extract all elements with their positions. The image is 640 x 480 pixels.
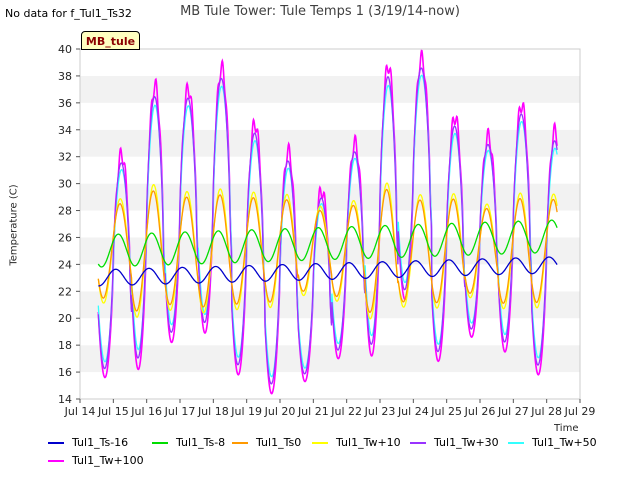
x-tick-label: Jul 25 xyxy=(430,405,462,418)
legend-label: Tul1_Ts-8 xyxy=(176,436,226,449)
legend-swatch xyxy=(312,442,328,444)
legend-entry-tw10: Tul1_Tw+10 xyxy=(312,436,401,449)
grid-band xyxy=(80,318,580,346)
legend-entry-tw30: Tul1_Tw+30 xyxy=(410,436,499,449)
legend-label: Tul1_Ts-16 xyxy=(72,436,129,449)
x-tick-label: Jul 24 xyxy=(397,405,429,418)
series-line-tul1-ts-8 xyxy=(97,219,558,268)
y-tick-label: 16 xyxy=(58,366,72,379)
legend-label: Tul1_Ts0 xyxy=(256,436,302,449)
y-tick-label: 18 xyxy=(58,339,72,352)
legend-swatch xyxy=(48,460,64,462)
y-tick-label: 26 xyxy=(58,231,72,244)
legend-swatch xyxy=(152,442,168,444)
x-tick-label: Jul 17 xyxy=(164,405,196,418)
legend-swatch xyxy=(508,442,524,444)
grid-band xyxy=(80,156,580,184)
x-tick-label: Jul 21 xyxy=(297,405,329,418)
x-axis-label: Time xyxy=(554,423,579,432)
chart-title: MB Tule Tower: Tule Temps 1 (3/19/14-now… xyxy=(180,4,460,19)
y-tick-label: 38 xyxy=(58,70,72,83)
series-line-tul1-ts-16 xyxy=(98,256,558,287)
x-tick-label: Jul 27 xyxy=(497,405,529,418)
x-tick-label: Jul 18 xyxy=(197,405,229,418)
y-tick-label: 24 xyxy=(58,258,72,271)
grid-bands xyxy=(80,49,580,399)
x-tick-label: Jul 14 xyxy=(64,405,96,418)
y-tick-label: 32 xyxy=(58,151,72,164)
x-tick-label: Jul 28 xyxy=(530,405,562,418)
x-tick-label: Jul 15 xyxy=(97,405,129,418)
y-tick-label: 36 xyxy=(58,97,72,110)
y-axis-label: Temperature (C) xyxy=(8,184,20,266)
y-axis: 14 16 18 20 22 24 26 28 30 32 34 36 38 40 xyxy=(58,43,80,406)
y-tick-label: 34 xyxy=(58,124,72,137)
plot-frame xyxy=(79,48,581,400)
legend-label: Tul1_Tw+50 xyxy=(532,436,597,449)
y-tick-label: 40 xyxy=(58,43,72,56)
x-tick-label: Jul 20 xyxy=(264,405,296,418)
series-lines xyxy=(97,49,558,395)
y-tick-label: 28 xyxy=(58,205,72,218)
x-axis: Jul 14 Jul 15 Jul 16 Jul 17 Jul 18 Jul 19 Jul … xyxy=(64,399,596,418)
x-tick-label: Jul 23 xyxy=(364,405,396,418)
x-tick-label: Jul 16 xyxy=(130,405,162,418)
grid-band xyxy=(80,372,580,399)
legend-swatch xyxy=(410,442,426,444)
grid-band xyxy=(80,129,580,157)
legend-entry-ts0: Tul1_Ts0 xyxy=(232,436,301,449)
legend-label: Tul1_Tw+30 xyxy=(434,436,499,449)
legend-label: Tul1_Tw+10 xyxy=(336,436,401,449)
x-tick-label: Jul 19 xyxy=(230,405,262,418)
legend-swatch xyxy=(232,442,248,444)
legend-entry-tw50: Tul1_Tw+50 xyxy=(508,436,597,449)
y-tick-label: 22 xyxy=(58,285,72,298)
grid-band xyxy=(80,345,580,373)
x-tick-label: Jul 26 xyxy=(464,405,496,418)
legend-entry-ts-16: Tul1_Ts-16 xyxy=(48,436,128,449)
site-tag: MB_tule xyxy=(81,31,140,50)
grid-band xyxy=(80,49,580,76)
no-data-note: No data for f_Tul1_Ts32 xyxy=(5,7,132,20)
legend-entry-tw100: Tul1_Tw+100 xyxy=(48,454,144,467)
y-tick-label: 20 xyxy=(58,312,72,325)
x-tick-label: Jul 29 xyxy=(564,405,596,418)
legend: Tul1_Ts-16 Tul1_Ts-8 Tul1_Ts0 Tul1_Tw+10… xyxy=(0,434,640,474)
grid-band xyxy=(80,75,580,103)
legend-label: Tul1_Tw+100 xyxy=(72,454,144,467)
grid-band xyxy=(80,210,580,238)
grid-band xyxy=(80,102,580,130)
legend-entry-ts-8: Tul1_Ts-8 xyxy=(152,436,225,449)
x-tick-label: Jul 22 xyxy=(330,405,362,418)
legend-swatch xyxy=(48,442,64,444)
y-tick-label: 14 xyxy=(58,393,72,406)
y-tick-label: 30 xyxy=(58,178,72,191)
